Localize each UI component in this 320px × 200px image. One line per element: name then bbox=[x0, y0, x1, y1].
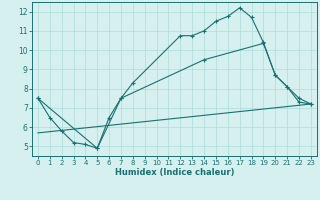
X-axis label: Humidex (Indice chaleur): Humidex (Indice chaleur) bbox=[115, 168, 234, 177]
